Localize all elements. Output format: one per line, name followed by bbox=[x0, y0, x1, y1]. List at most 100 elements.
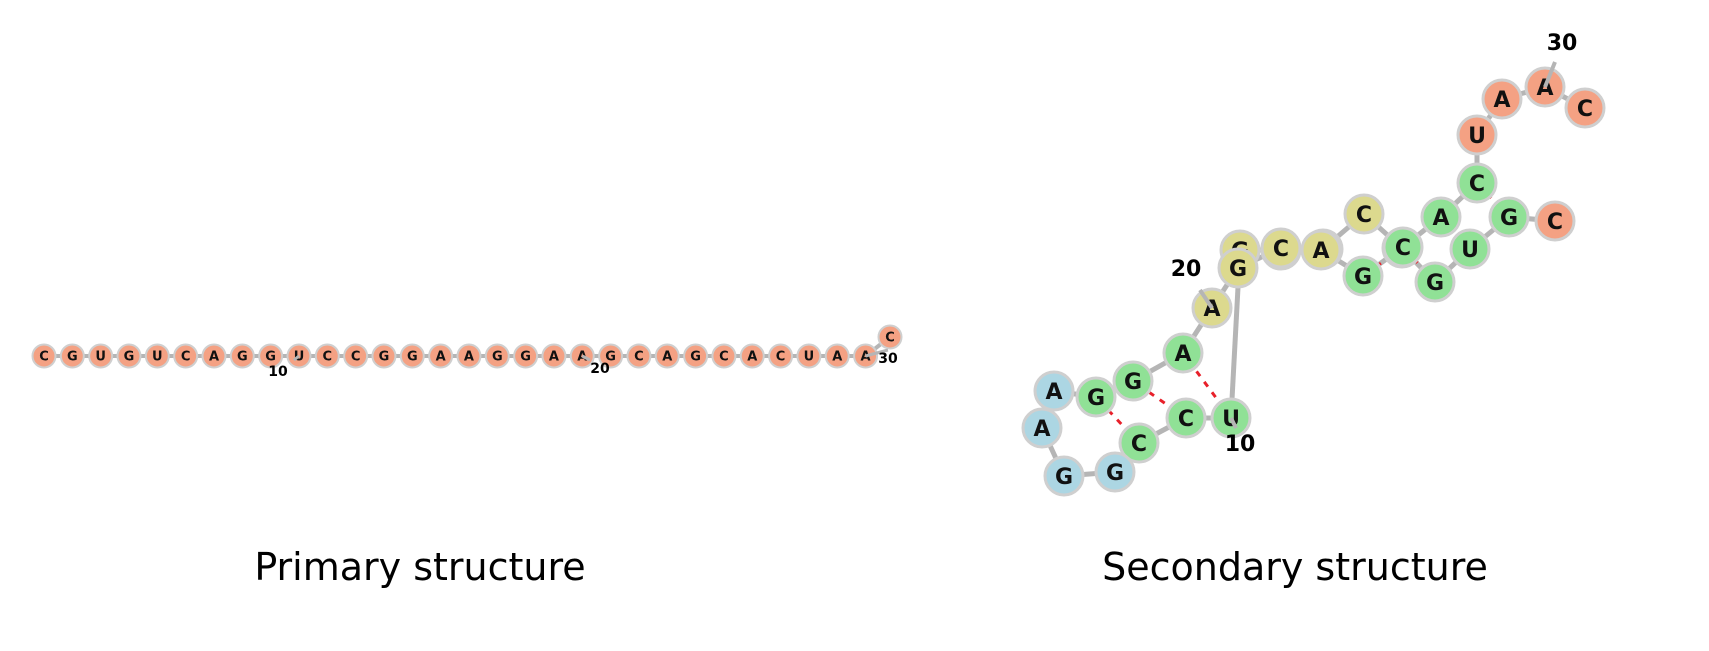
nucleotide-letter: G bbox=[520, 350, 531, 365]
nucleotide-circle bbox=[824, 343, 850, 369]
nucleotide-letter: G bbox=[67, 350, 78, 365]
primary-nucleotide: A bbox=[654, 343, 680, 369]
secondary-nucleotide: A bbox=[1300, 229, 1342, 271]
nucleotide-circle bbox=[258, 343, 284, 369]
primary-nucleotide: C bbox=[173, 343, 199, 369]
nucleotide-letter: A bbox=[1174, 342, 1191, 367]
nucleotide-letter: G bbox=[492, 350, 503, 365]
nucleotide-circle bbox=[796, 343, 822, 369]
primary-nucleotides: C G U G U C A G G U C C G G A A G G A A G C A G C A C U A AC bbox=[31, 324, 903, 369]
nucleotide-letter: G bbox=[1124, 370, 1142, 395]
primary-nucleotide: C bbox=[877, 324, 903, 350]
position-label: 20 bbox=[590, 361, 610, 377]
nucleotide-letter: G bbox=[690, 350, 701, 365]
nucleotide-circle bbox=[1420, 196, 1462, 238]
nucleotide-circle bbox=[877, 324, 903, 350]
secondary-nucleotide: A bbox=[1481, 78, 1523, 120]
nucleotide-letter: G bbox=[1426, 271, 1444, 296]
position-tick bbox=[1543, 61, 1557, 88]
nucleotide-letter: G bbox=[1087, 386, 1105, 411]
nucleotide-letter: C bbox=[323, 350, 333, 365]
primary-nucleotide: G bbox=[59, 343, 85, 369]
position-tick bbox=[1229, 417, 1238, 429]
nucleotide-letter: C bbox=[1395, 236, 1411, 261]
primary-nucleotide: G bbox=[258, 343, 284, 369]
nucleotide-letter: A bbox=[662, 350, 672, 365]
nucleotide-letter: G bbox=[1106, 461, 1124, 486]
secondary-nucleotide: A bbox=[1162, 332, 1204, 374]
secondary-structure-caption: Secondary structure bbox=[1102, 545, 1488, 589]
primary-nucleotide: U bbox=[88, 343, 114, 369]
nucleotide-circle bbox=[1343, 193, 1385, 235]
nucleotide-circle bbox=[1481, 78, 1523, 120]
nucleotide-circle bbox=[1534, 200, 1576, 242]
position-label: 10 bbox=[1225, 432, 1256, 457]
nucleotide-letter: A bbox=[1045, 380, 1062, 405]
nucleotide-circle bbox=[144, 343, 170, 369]
nucleotide-circle bbox=[201, 343, 227, 369]
nucleotide-circle bbox=[399, 343, 425, 369]
nucleotide-letter: U bbox=[804, 350, 815, 365]
secondary-nucleotide: A bbox=[1524, 66, 1566, 108]
nucleotide-circle bbox=[1075, 376, 1117, 418]
secondary-backbone bbox=[1039, 84, 1587, 479]
nucleotide-letter: A bbox=[747, 350, 757, 365]
nucleotide-letter: U bbox=[95, 350, 106, 365]
nucleotide-circle bbox=[683, 343, 709, 369]
nucleotide-letter: A bbox=[549, 350, 559, 365]
primary-nucleotide: A bbox=[739, 343, 765, 369]
nucleotide-circle bbox=[229, 343, 255, 369]
nucleotide-letter: G bbox=[1354, 265, 1372, 290]
nucleotide-letter: A bbox=[1536, 76, 1553, 101]
nucleotide-letter: G bbox=[124, 350, 135, 365]
position-tick bbox=[865, 348, 889, 358]
nucleotide-circle bbox=[1456, 162, 1498, 204]
nucleotide-letter: C bbox=[1131, 432, 1147, 457]
nucleotide-circle bbox=[626, 343, 652, 369]
secondary-nucleotide: C bbox=[1165, 397, 1207, 439]
secondary-nucleotide: C bbox=[1456, 162, 1498, 204]
primary-nucleotide: C bbox=[711, 343, 737, 369]
nucleotide-letter: C bbox=[39, 350, 49, 365]
primary-nucleotide: C bbox=[31, 343, 57, 369]
secondary-nucleotide: U bbox=[1449, 228, 1491, 270]
nucleotide-circle bbox=[484, 343, 510, 369]
position-label: 20 bbox=[1171, 257, 1202, 282]
nucleotide-circle bbox=[1449, 228, 1491, 270]
nucleotide-letter: C bbox=[634, 350, 644, 365]
nucleotide-letter: C bbox=[776, 350, 786, 365]
position-label: 30 bbox=[1547, 31, 1578, 56]
nucleotide-circle bbox=[1300, 229, 1342, 271]
position-tick bbox=[581, 354, 591, 362]
primary-nucleotide: G bbox=[484, 343, 510, 369]
nucleotide-letter: C bbox=[885, 331, 895, 346]
nucleotide-letter: C bbox=[1273, 237, 1289, 262]
secondary-nucleotide: G bbox=[1112, 360, 1154, 402]
primary-nucleotide: C bbox=[343, 343, 369, 369]
nucleotide-letter: C bbox=[181, 350, 191, 365]
nucleotide-letter: C bbox=[1178, 407, 1194, 432]
primary-nucleotide: A bbox=[428, 343, 454, 369]
nucleotide-circle bbox=[598, 343, 624, 369]
nucleotide-circle bbox=[31, 343, 57, 369]
primary-position-labels: 10 20 30 bbox=[268, 348, 898, 380]
secondary-nucleotide: G bbox=[1094, 451, 1136, 493]
nucleotide-letter: G bbox=[265, 350, 276, 365]
primary-nucleotide: A bbox=[456, 343, 482, 369]
nucleotide-circle bbox=[1043, 455, 1085, 497]
primary-nucleotide: A bbox=[201, 343, 227, 369]
nucleotide-letter: U bbox=[152, 350, 163, 365]
nucleotide-circle bbox=[768, 343, 794, 369]
nucleotide-circle bbox=[371, 343, 397, 369]
nucleotide-circle bbox=[343, 343, 369, 369]
nucleotide-letter: C bbox=[1356, 203, 1372, 228]
secondary-nucleotide: C bbox=[1118, 422, 1160, 464]
nucleotide-circle bbox=[88, 343, 114, 369]
nucleotide-circle bbox=[1094, 451, 1136, 493]
nucleotide-letter: G bbox=[379, 350, 390, 365]
secondary-nucleotide: C bbox=[1534, 200, 1576, 242]
nucleotide-circle bbox=[1260, 227, 1302, 269]
primary-nucleotide: C bbox=[314, 343, 340, 369]
